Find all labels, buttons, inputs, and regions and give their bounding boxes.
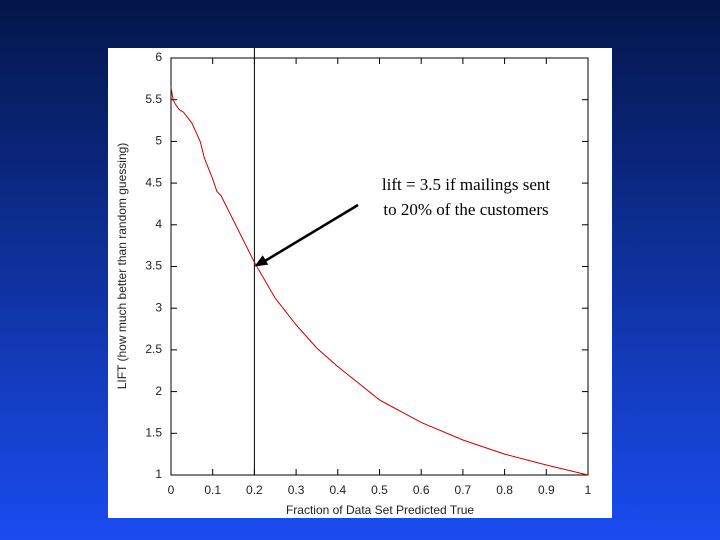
x-tick-label: 0 [168,483,175,497]
y-axis-label: LIFT (how much better than random guessi… [115,143,129,390]
x-tick-label: 0.8 [496,483,513,497]
y-tick-label: 5 [155,134,162,148]
y-tick-label: 1 [155,467,162,481]
x-tick-label: 0.2 [246,483,263,497]
chart-panel [108,48,612,518]
y-tick-label: 1.5 [145,425,162,439]
x-tick-label: 0.9 [538,483,555,497]
annotation-arrowhead [254,255,269,267]
x-tick-label: 0.6 [413,483,430,497]
x-tick-label: 0.7 [455,483,472,497]
x-tick-label: 0.5 [371,483,388,497]
y-tick-label: 3 [155,300,162,314]
x-tick-label: 0.4 [329,483,346,497]
y-tick-label: 4.5 [145,175,162,189]
y-tick-label: 3.5 [145,259,162,273]
y-tick-label: 2.5 [145,342,162,356]
x-axis-label: Fraction of Data Set Predicted True [286,503,474,517]
annotation-arrow [261,203,359,264]
y-tick-label: 6 [155,50,162,64]
x-tick-label: 0.1 [204,483,221,497]
x-tick-label: 0.3 [288,483,305,497]
annotation: to 20% of the customers [383,200,548,219]
annotation: lift = 3.5 if mailings sent [382,175,551,194]
y-tick-label: 4 [155,217,162,231]
y-tick-label: 2 [155,384,162,398]
lift-curve [170,87,589,476]
x-tick-label: 1 [585,483,592,497]
y-tick-label: 5.5 [145,92,162,106]
